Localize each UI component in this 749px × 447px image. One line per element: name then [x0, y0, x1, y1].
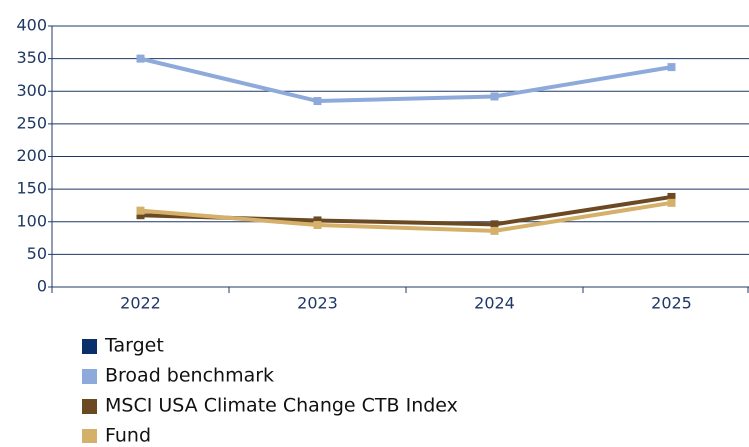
series-line	[140, 194, 672, 227]
point-marker	[136, 54, 145, 63]
point-marker	[313, 221, 322, 230]
point-marker	[490, 220, 499, 229]
point-marker	[667, 63, 676, 72]
x-tick-label: 2023	[297, 294, 338, 313]
legend-label: Broad benchmark	[105, 365, 274, 387]
y-tick-label: 300	[16, 81, 47, 100]
legend-label: Target	[104, 335, 164, 357]
point-marker	[313, 216, 322, 225]
series-line	[140, 56, 672, 104]
y-tick-label: 350	[16, 48, 47, 67]
legend-swatch	[82, 399, 97, 414]
y-tick-label: 0	[37, 277, 47, 296]
x-tick-label: 2025	[651, 294, 692, 313]
legend-swatch	[82, 369, 97, 384]
legend-swatch	[82, 339, 97, 354]
y-tick-label: 50	[27, 244, 47, 263]
series-line	[140, 200, 672, 233]
y-tick-label: 200	[16, 146, 47, 165]
point-marker	[490, 92, 499, 101]
point-marker	[667, 192, 676, 201]
y-tick-label: 250	[16, 113, 47, 132]
legend-label: Fund	[105, 425, 151, 444]
point-marker	[667, 198, 676, 207]
y-tick-label: 400	[16, 16, 47, 35]
point-marker	[490, 226, 499, 235]
x-tick-label: 2022	[120, 294, 161, 313]
legend-label: MSCI USA Climate Change CTB Index	[105, 395, 458, 417]
y-tick-label: 100	[16, 211, 47, 230]
point-marker	[136, 206, 145, 215]
point-marker	[136, 211, 145, 220]
point-marker	[313, 97, 322, 106]
x-tick-label: 2024	[474, 294, 515, 313]
y-tick-label: 150	[16, 179, 47, 198]
legend: Target Broad benchmark MSCI USA Climate Ch…	[82, 335, 458, 447]
legend-swatch	[82, 429, 97, 444]
